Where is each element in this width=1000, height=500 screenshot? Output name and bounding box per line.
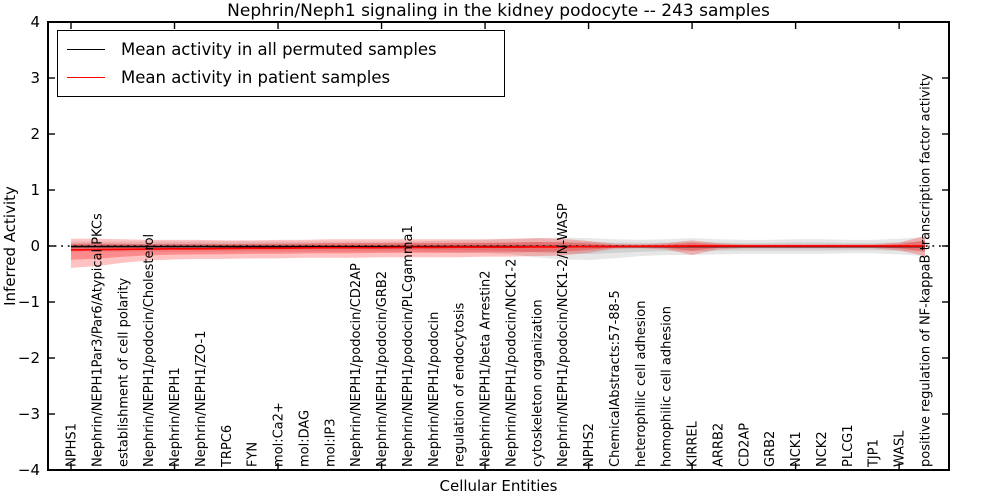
legend-line-permuted-swatch <box>67 49 105 50</box>
x-category-label: mol:IP3 <box>323 418 338 467</box>
x-category-label: NCK2 <box>815 431 830 467</box>
y-tick-label: −3 <box>18 405 40 423</box>
y-tick-label: −2 <box>18 349 40 367</box>
x-category-label: homophilic cell adhesion <box>660 306 675 467</box>
x-category-label: PLCG1 <box>841 424 856 467</box>
x-category-label: NPHS1 <box>65 423 80 467</box>
x-category-label: NCK1 <box>789 431 804 467</box>
band-permuted-spread-outer <box>71 237 925 260</box>
x-category-label: TRPC6 <box>220 425 235 468</box>
y-tick-label: −1 <box>18 293 40 311</box>
x-category-label: Nephrin/NEPH1/podocin <box>427 312 442 467</box>
series-line-patient <box>70 245 925 251</box>
x-category-label: Nephrin/NEPH1Par3/Par6/Atypical PKCs <box>90 213 105 467</box>
x-category-label: CD2AP <box>737 423 752 467</box>
legend-line-patient-swatch <box>67 77 105 78</box>
x-category-label: positive regulation of NF-kappaB transcr… <box>919 73 934 467</box>
x-category-label: Nephrin/NEPH1/podocin/Cholesterol <box>142 234 157 467</box>
x-category-label: GRB2 <box>763 431 778 467</box>
x-category-label: KIRREL <box>686 420 701 467</box>
x-category-label: Nephrin/NEPH1/podocin/NCK1-2/N-WASP <box>556 203 571 467</box>
legend: Mean activity in all permuted samples Me… <box>57 30 505 97</box>
x-category-label: Nephrin/NEPH1/beta Arrestin2 <box>479 271 494 468</box>
y-tick-label: 2 <box>30 125 40 143</box>
x-category-label: ARRB2 <box>711 423 726 467</box>
x-category-label: mol:Ca2+ <box>272 402 287 467</box>
y-tick-label: 0 <box>30 237 40 255</box>
y-tick-label: −4 <box>18 461 40 479</box>
x-category-label: FYN <box>246 442 261 467</box>
x-category-label: WASL <box>893 430 908 467</box>
x-category-label: NPHS2 <box>582 423 597 467</box>
chart-title: Nephrin/Neph1 signaling in the kidney po… <box>227 1 770 21</box>
x-category-label: regulation of endocytosis <box>453 302 468 467</box>
y-axis-label: Inferred Activity <box>1 186 19 306</box>
x-axis-label: Cellular Entities <box>439 477 558 495</box>
x-category-label: Nephrin/NEPH1 <box>168 367 183 467</box>
y-tick-label: 4 <box>30 13 40 31</box>
band-patient-spread-outer <box>71 235 925 268</box>
x-category-label: Nephrin/NEPH1/podocin/CD2AP <box>349 263 364 467</box>
legend-item-permuted: Mean activity in all permuted samples <box>67 40 504 59</box>
x-category-label: establishment of cell polarity <box>116 278 131 467</box>
x-category-label: mol:DAG <box>297 410 312 467</box>
x-category-label: Nephrin/NEPH1/ZO-1 <box>194 331 209 467</box>
x-category-label: heterophilic cell adhesion <box>634 301 649 468</box>
x-category-label: ChemicalAbstracts:57-88-5 <box>608 290 623 467</box>
x-category-label: TJP1 <box>867 439 882 468</box>
legend-label-permuted: Mean activity in all permuted samples <box>121 40 437 59</box>
y-tick-label: 3 <box>30 69 40 87</box>
y-tick-label: 1 <box>30 181 40 199</box>
x-category-label: Nephrin/NEPH1/podocin/PLCgamma1 <box>401 225 416 467</box>
x-category-label: cytoskeleton organization <box>530 299 545 467</box>
x-category-label: Nephrin/NEPH1/podocin/GRB2 <box>375 271 390 467</box>
legend-label-patient: Mean activity in patient samples <box>121 68 391 87</box>
x-category-label: Nephrin/NEPH1/podocin/NCK1-2 <box>504 259 519 467</box>
legend-item-patient: Mean activity in patient samples <box>67 68 504 87</box>
